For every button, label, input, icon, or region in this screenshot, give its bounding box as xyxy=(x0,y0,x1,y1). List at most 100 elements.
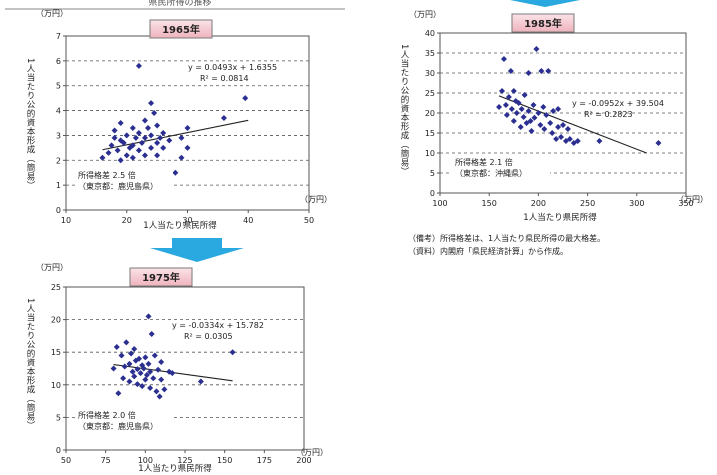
data-point xyxy=(242,95,249,102)
data-point xyxy=(530,102,537,108)
data-point xyxy=(147,368,154,375)
data-point xyxy=(535,110,542,116)
x-axis-label: 1人当たり県民所得 xyxy=(143,220,217,231)
data-point xyxy=(538,68,545,74)
data-point xyxy=(132,134,139,141)
data-point xyxy=(123,132,130,139)
y-axis-label: 1人当たり公的資本形成（簡易） xyxy=(399,44,409,176)
data-point xyxy=(155,366,162,373)
data-point xyxy=(184,124,191,131)
x-unit-label: （万円） xyxy=(676,195,708,204)
data-point xyxy=(555,106,562,112)
x-tick-label: 250 xyxy=(580,199,595,208)
data-point xyxy=(129,124,136,131)
data-point xyxy=(135,129,142,136)
data-point xyxy=(540,104,547,110)
data-point xyxy=(148,100,155,107)
data-point xyxy=(513,110,520,116)
regression-equation: y = 0.0493x + 1.6355 xyxy=(188,63,277,72)
data-point xyxy=(131,373,138,380)
data-point xyxy=(131,345,138,352)
data-point xyxy=(166,137,173,144)
y-unit-label: （万円） xyxy=(409,10,441,19)
data-point xyxy=(117,120,124,126)
chart-title: 1975年 xyxy=(142,271,180,284)
x-tick-label: 150 xyxy=(482,199,497,208)
x-tick-label: 10 xyxy=(61,216,71,225)
data-point xyxy=(169,370,176,377)
y-tick-label: 2 xyxy=(56,156,61,165)
data-point xyxy=(111,127,118,134)
data-point xyxy=(129,142,136,149)
note-line-2: （資料）内閣府「県民経済計算」から作成。 xyxy=(408,246,568,256)
data-point xyxy=(139,383,146,390)
data-point xyxy=(154,139,161,146)
x-tick-label: 175 xyxy=(257,456,272,465)
data-point xyxy=(153,388,160,395)
data-point xyxy=(160,129,167,136)
y-tick-label: 30 xyxy=(425,69,435,78)
data-point xyxy=(547,120,554,126)
data-point xyxy=(527,118,534,124)
data-point xyxy=(178,134,185,141)
x-tick-label: 350 xyxy=(678,199,693,208)
data-point xyxy=(118,352,125,359)
data-point xyxy=(145,360,152,367)
x-tick-label: 75 xyxy=(101,456,111,465)
data-point xyxy=(105,149,112,156)
data-point xyxy=(496,104,503,110)
data-point xyxy=(521,92,528,98)
data-point xyxy=(154,152,161,159)
trendline xyxy=(102,119,249,151)
data-point xyxy=(184,144,191,151)
y-axis-label: 1人当たり公的資本形成（簡易） xyxy=(25,58,35,190)
data-point xyxy=(545,68,552,74)
data-point xyxy=(507,68,514,74)
y-tick-label: 25 xyxy=(51,283,61,292)
data-point xyxy=(135,355,142,362)
gap-detail: （東京都：鹿児島県） xyxy=(78,181,158,191)
data-point xyxy=(138,139,145,146)
data-point xyxy=(123,152,130,159)
data-point xyxy=(140,365,147,372)
data-point xyxy=(151,110,158,117)
gap-label: 所得格差 2.1 倍 xyxy=(455,157,513,167)
data-point xyxy=(574,138,581,144)
gap-detail: （東京都：沖縄県） xyxy=(455,168,527,178)
data-point xyxy=(143,372,150,379)
data-point xyxy=(145,124,152,131)
y-tick-label: 35 xyxy=(425,49,435,58)
data-point xyxy=(134,381,141,388)
data-point xyxy=(550,108,557,114)
chart-title-box xyxy=(129,267,193,287)
regression-equation: y = -0.0952x + 39.504 xyxy=(572,99,664,108)
y-tick-label: 0 xyxy=(56,446,61,455)
data-point xyxy=(157,134,164,141)
data-point xyxy=(158,376,165,383)
gap-label: 所得格差 2.0 倍 xyxy=(78,410,136,420)
header-text: 県民所得の推移 xyxy=(148,0,211,8)
data-point xyxy=(503,112,510,118)
x-tick-label: 150 xyxy=(217,456,232,465)
data-point xyxy=(508,106,515,112)
data-point xyxy=(137,370,144,377)
data-point xyxy=(564,126,571,132)
y-tick-label: 10 xyxy=(51,381,61,390)
data-point xyxy=(543,112,550,118)
data-point xyxy=(655,140,662,146)
data-point xyxy=(110,365,117,372)
data-point xyxy=(142,354,149,361)
y-tick-label: 6 xyxy=(56,57,61,66)
trendline xyxy=(498,95,647,154)
x-tick-label: 300 xyxy=(629,199,644,208)
data-point xyxy=(229,349,236,356)
chart-title-box xyxy=(149,19,213,39)
y-tick-label: 40 xyxy=(425,29,435,38)
data-point xyxy=(560,122,566,128)
data-point xyxy=(142,376,149,383)
y-tick-label: 15 xyxy=(51,348,61,357)
chart-title: 1985年 xyxy=(524,17,562,30)
data-point xyxy=(141,152,148,159)
